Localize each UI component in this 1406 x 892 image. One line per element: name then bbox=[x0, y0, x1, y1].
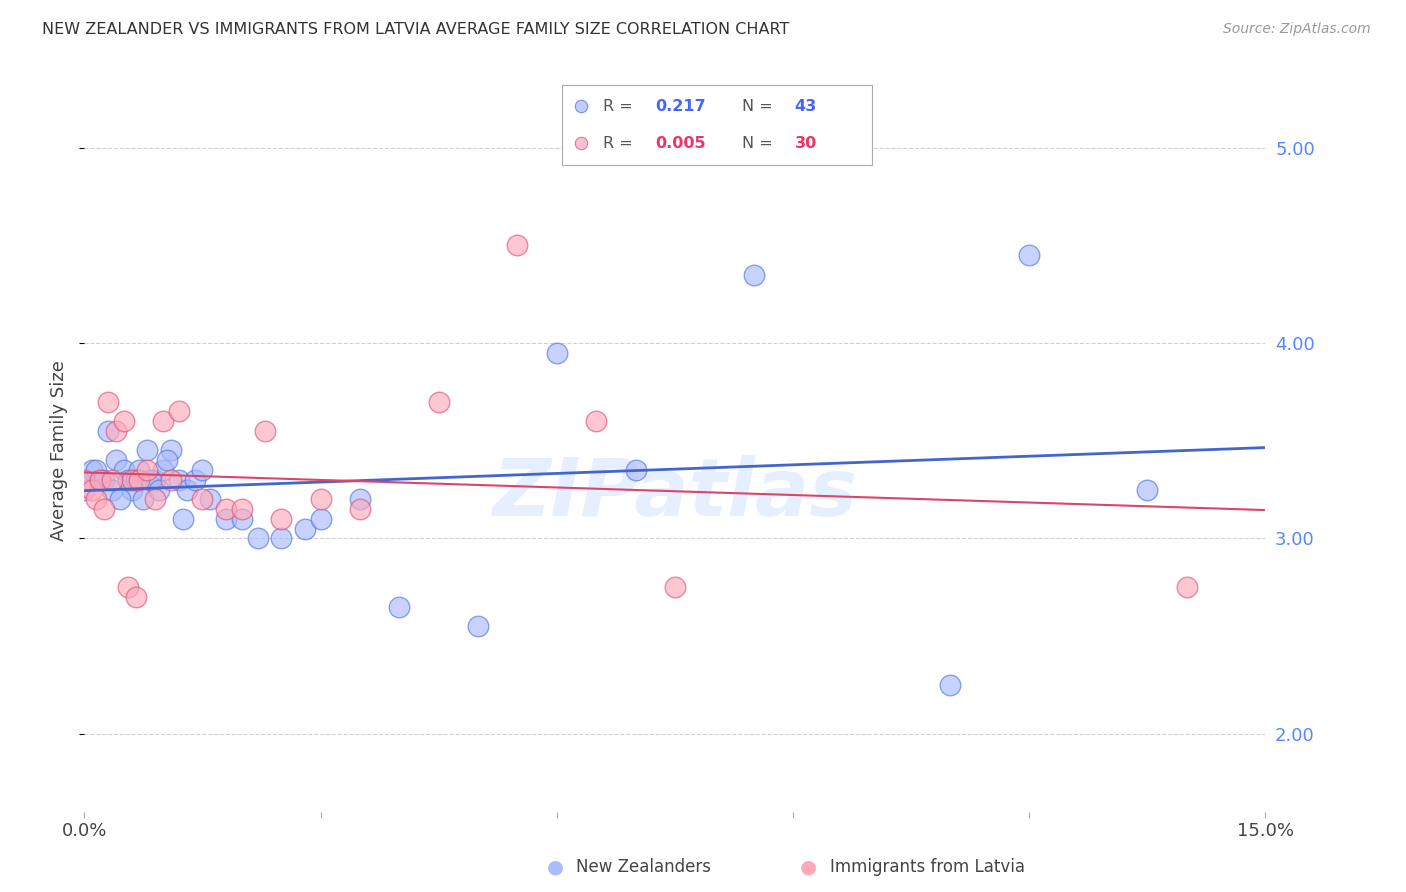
Point bbox=[1018, 248, 1040, 262]
Point bbox=[270, 532, 292, 546]
Point bbox=[73, 473, 96, 487]
Point bbox=[585, 414, 607, 428]
Text: 0.005: 0.005 bbox=[655, 136, 706, 151]
Point bbox=[160, 473, 183, 487]
Text: N =: N = bbox=[742, 99, 772, 114]
Point bbox=[117, 580, 139, 594]
Text: R =: R = bbox=[603, 136, 633, 151]
Point bbox=[624, 463, 647, 477]
Point bbox=[97, 394, 120, 409]
Point bbox=[349, 502, 371, 516]
Point bbox=[215, 512, 238, 526]
Text: 30: 30 bbox=[794, 136, 817, 151]
Point bbox=[82, 483, 104, 497]
Point bbox=[1136, 483, 1159, 497]
Point bbox=[191, 463, 214, 477]
Point bbox=[215, 502, 238, 516]
Y-axis label: Average Family Size: Average Family Size bbox=[51, 360, 69, 541]
Point bbox=[84, 463, 107, 477]
Text: New Zealanders: New Zealanders bbox=[576, 858, 711, 876]
Point bbox=[101, 473, 124, 487]
Text: 43: 43 bbox=[794, 99, 817, 114]
Point bbox=[148, 483, 170, 497]
Point bbox=[84, 492, 107, 507]
Point bbox=[254, 424, 277, 438]
Point bbox=[569, 99, 592, 113]
Point bbox=[156, 453, 179, 467]
Point bbox=[89, 473, 111, 487]
Point bbox=[167, 473, 190, 487]
Text: Source: ZipAtlas.com: Source: ZipAtlas.com bbox=[1223, 22, 1371, 37]
Point bbox=[82, 463, 104, 477]
Point bbox=[117, 473, 139, 487]
Point bbox=[124, 590, 146, 604]
Point bbox=[152, 414, 174, 428]
Text: 0.217: 0.217 bbox=[655, 99, 706, 114]
Point bbox=[506, 238, 529, 252]
Point bbox=[104, 424, 127, 438]
Point bbox=[93, 502, 115, 516]
Point bbox=[467, 619, 489, 633]
Text: ●: ● bbox=[547, 857, 564, 877]
Point bbox=[136, 443, 159, 458]
Point bbox=[231, 512, 253, 526]
Point bbox=[97, 424, 120, 438]
Point bbox=[73, 483, 96, 497]
Point bbox=[664, 580, 686, 594]
Point bbox=[176, 483, 198, 497]
Point bbox=[1175, 580, 1198, 594]
Point bbox=[121, 483, 143, 497]
Point bbox=[742, 268, 765, 282]
Text: N =: N = bbox=[742, 136, 772, 151]
Point bbox=[132, 492, 155, 507]
Point bbox=[108, 492, 131, 507]
Text: R =: R = bbox=[603, 99, 633, 114]
Point bbox=[160, 443, 183, 458]
Point bbox=[172, 512, 194, 526]
Point bbox=[191, 492, 214, 507]
Point bbox=[104, 453, 127, 467]
Point bbox=[167, 404, 190, 418]
Point bbox=[152, 463, 174, 477]
Point bbox=[136, 463, 159, 477]
Point bbox=[143, 473, 166, 487]
Point bbox=[309, 492, 332, 507]
Point bbox=[939, 678, 962, 692]
Point bbox=[388, 599, 411, 614]
Point bbox=[183, 473, 205, 487]
Text: Immigrants from Latvia: Immigrants from Latvia bbox=[830, 858, 1025, 876]
Point bbox=[112, 463, 135, 477]
Point bbox=[200, 492, 222, 507]
Text: NEW ZEALANDER VS IMMIGRANTS FROM LATVIA AVERAGE FAMILY SIZE CORRELATION CHART: NEW ZEALANDER VS IMMIGRANTS FROM LATVIA … bbox=[42, 22, 790, 37]
Point bbox=[270, 512, 292, 526]
Text: ●: ● bbox=[800, 857, 817, 877]
Text: ZIPatlas: ZIPatlas bbox=[492, 455, 858, 533]
Point bbox=[309, 512, 332, 526]
Point bbox=[349, 492, 371, 507]
Point bbox=[427, 394, 450, 409]
Point bbox=[569, 136, 592, 151]
Point bbox=[128, 463, 150, 477]
Point bbox=[121, 473, 143, 487]
Point bbox=[141, 473, 163, 487]
FancyBboxPatch shape bbox=[562, 85, 872, 165]
Point bbox=[89, 473, 111, 487]
Point bbox=[231, 502, 253, 516]
Point bbox=[112, 414, 135, 428]
Point bbox=[246, 532, 269, 546]
Point bbox=[93, 473, 115, 487]
Point bbox=[546, 346, 568, 360]
Point bbox=[294, 522, 316, 536]
Point bbox=[101, 483, 124, 497]
Point bbox=[124, 473, 146, 487]
Point bbox=[143, 492, 166, 507]
Point bbox=[128, 473, 150, 487]
